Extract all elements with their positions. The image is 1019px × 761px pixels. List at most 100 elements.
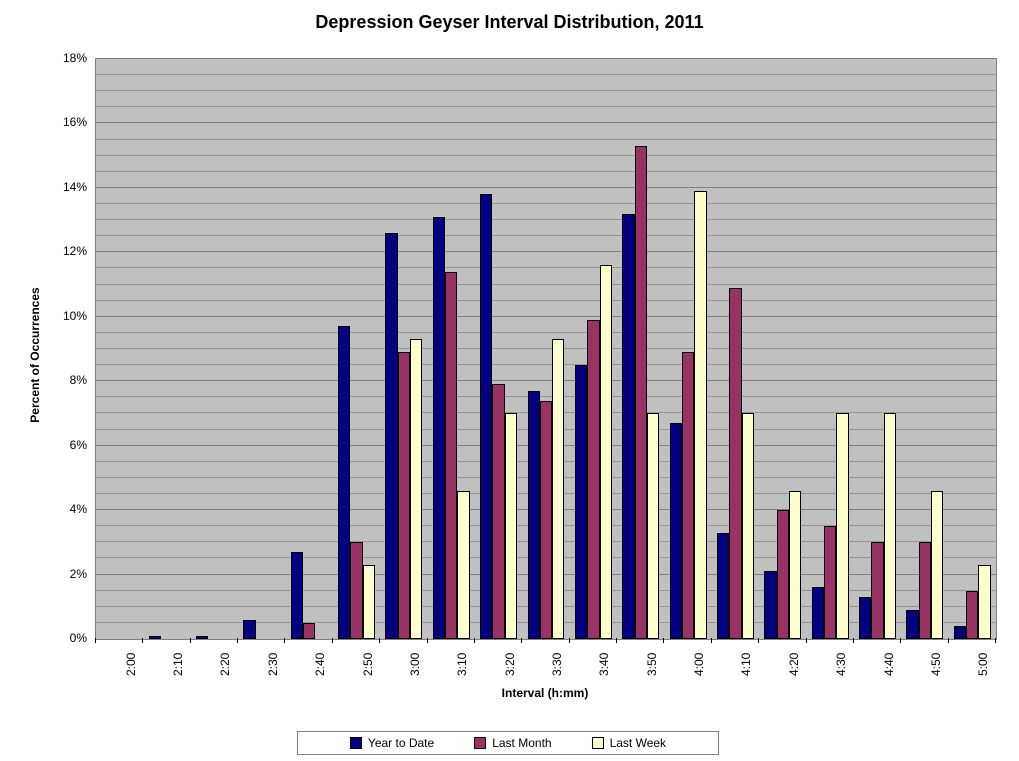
bar xyxy=(505,413,517,639)
bar xyxy=(398,352,410,639)
legend-item: Last Week xyxy=(592,736,666,750)
bar xyxy=(433,217,445,639)
x-tick xyxy=(379,638,380,643)
bar xyxy=(291,552,303,639)
x-tick-label: 4:00 xyxy=(692,653,706,676)
y-axis-labels: 0%2%4%6%8%10%12%14%16%18% xyxy=(0,58,87,638)
bar xyxy=(445,272,457,639)
bar xyxy=(480,194,492,639)
bar xyxy=(812,587,824,639)
bar xyxy=(931,491,943,639)
x-tick-label: 3:10 xyxy=(455,653,469,676)
x-tick xyxy=(948,638,949,643)
bar xyxy=(906,610,918,639)
bar xyxy=(587,320,599,639)
x-tick-label: 4:40 xyxy=(882,653,896,676)
x-tick xyxy=(758,638,759,643)
bar xyxy=(966,591,978,639)
x-tick-label: 5:00 xyxy=(976,653,990,676)
legend-item: Last Month xyxy=(474,736,551,750)
x-tick-label: 4:30 xyxy=(834,653,848,676)
x-tick xyxy=(806,638,807,643)
x-tick xyxy=(190,638,191,643)
bar xyxy=(717,533,729,639)
x-axis-title: Interval (h:mm) xyxy=(95,686,995,700)
bar xyxy=(884,413,896,639)
bar xyxy=(338,326,350,639)
chart-container: Depression Geyser Interval Distribution,… xyxy=(0,0,1019,761)
x-tick-label: 2:00 xyxy=(124,653,138,676)
x-tick-label: 3:50 xyxy=(645,653,659,676)
bar xyxy=(528,391,540,639)
x-tick-label: 2:30 xyxy=(266,653,280,676)
bar xyxy=(789,491,801,639)
y-tick-label: 4% xyxy=(70,502,87,516)
y-tick-label: 14% xyxy=(63,180,87,194)
bar xyxy=(647,413,659,639)
x-tick-label: 3:40 xyxy=(597,653,611,676)
bar xyxy=(694,191,706,639)
bar xyxy=(350,542,362,639)
x-tick xyxy=(332,638,333,643)
y-tick-label: 0% xyxy=(70,631,87,645)
bar xyxy=(303,623,315,639)
x-tick-label: 3:30 xyxy=(550,653,564,676)
bar xyxy=(777,510,789,639)
bar xyxy=(243,620,255,639)
bar xyxy=(670,423,682,639)
bar xyxy=(575,365,587,639)
y-tick-label: 2% xyxy=(70,567,87,581)
chart-title: Depression Geyser Interval Distribution,… xyxy=(0,12,1019,33)
bars-layer xyxy=(96,59,996,639)
bar xyxy=(871,542,883,639)
x-tick xyxy=(711,638,712,643)
x-tick xyxy=(95,638,96,643)
legend-label: Last Month xyxy=(492,736,551,750)
bar xyxy=(836,413,848,639)
bar xyxy=(492,384,504,639)
x-tick xyxy=(521,638,522,643)
x-tick xyxy=(663,638,664,643)
bar xyxy=(919,542,931,639)
x-tick xyxy=(853,638,854,643)
bar xyxy=(540,401,552,639)
bar xyxy=(742,413,754,639)
bar xyxy=(682,352,694,639)
y-axis-title: Percent of Occurrences xyxy=(28,275,42,435)
y-tick-label: 16% xyxy=(63,115,87,129)
x-tick-label: 3:20 xyxy=(503,653,517,676)
bar xyxy=(635,146,647,639)
y-tick-label: 6% xyxy=(70,438,87,452)
x-tick-label: 2:40 xyxy=(313,653,327,676)
bar xyxy=(764,571,776,639)
x-tick xyxy=(284,638,285,643)
x-tick-label: 4:20 xyxy=(787,653,801,676)
legend-label: Last Week xyxy=(610,736,666,750)
legend-swatch xyxy=(592,737,604,749)
bar xyxy=(729,288,741,639)
x-tick-label: 2:10 xyxy=(171,653,185,676)
bar xyxy=(410,339,422,639)
x-tick xyxy=(569,638,570,643)
bar xyxy=(552,339,564,639)
legend-swatch xyxy=(350,737,362,749)
bar xyxy=(600,265,612,639)
x-tick-label: 2:50 xyxy=(361,653,375,676)
x-tick xyxy=(900,638,901,643)
legend-label: Year to Date xyxy=(368,736,434,750)
x-tick xyxy=(474,638,475,643)
legend-item: Year to Date xyxy=(350,736,434,750)
y-tick-label: 8% xyxy=(70,373,87,387)
x-tick xyxy=(995,638,996,643)
bar xyxy=(363,565,375,639)
bar xyxy=(622,214,634,639)
x-tick-label: 3:00 xyxy=(408,653,422,676)
bar xyxy=(385,233,397,639)
plot-area xyxy=(95,58,997,640)
y-tick-label: 12% xyxy=(63,244,87,258)
legend: Year to Date Last Month Last Week xyxy=(297,731,719,755)
x-tick-label: 4:50 xyxy=(929,653,943,676)
legend-swatch xyxy=(474,737,486,749)
x-tick-label: 4:10 xyxy=(739,653,753,676)
bar xyxy=(457,491,469,639)
